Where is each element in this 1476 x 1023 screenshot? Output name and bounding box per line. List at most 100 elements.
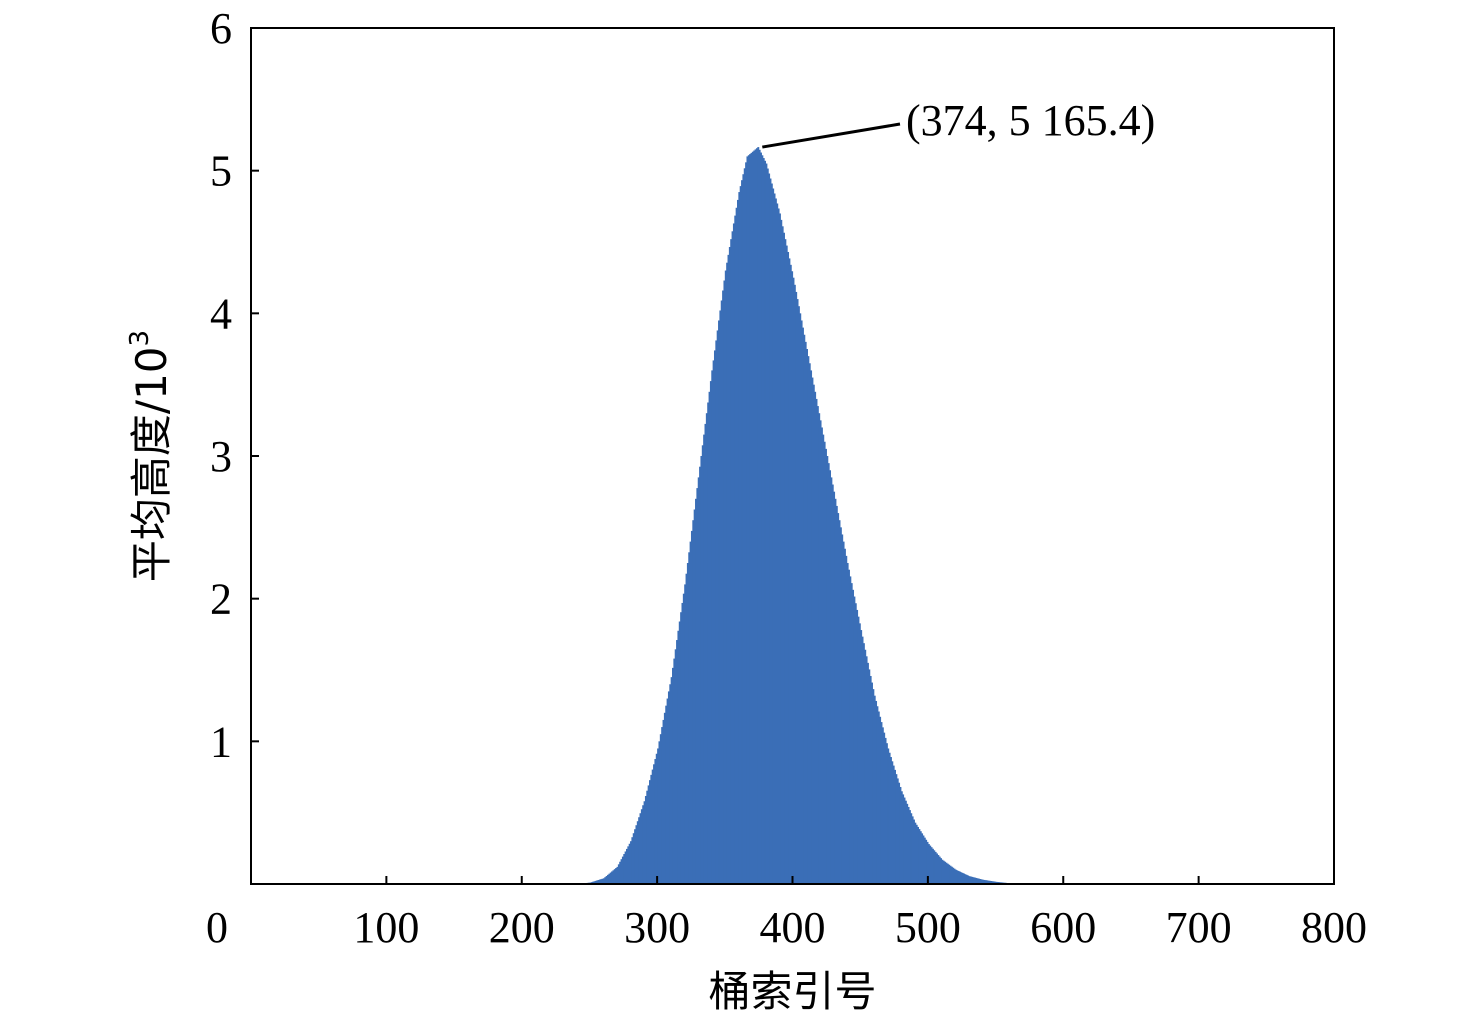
- bar: [976, 878, 979, 884]
- bar: [765, 163, 768, 885]
- bar: [792, 277, 795, 885]
- bar: [865, 656, 868, 884]
- bar: [751, 151, 754, 884]
- bar: [900, 791, 903, 884]
- bar: [991, 881, 994, 884]
- bar: [663, 712, 666, 884]
- bar: [682, 593, 685, 884]
- bar: [734, 215, 737, 884]
- bar: [726, 262, 729, 885]
- bar: [651, 769, 654, 884]
- bar: [700, 456, 703, 884]
- bar: [716, 330, 719, 884]
- bar: [617, 864, 620, 884]
- x-tick-label: 200: [489, 903, 555, 952]
- bar: [927, 844, 930, 884]
- bar: [845, 555, 848, 884]
- bar: [843, 548, 846, 884]
- bar: [634, 829, 637, 884]
- bar: [705, 413, 708, 884]
- x-tick-label: 300: [624, 903, 690, 952]
- bar: [762, 158, 765, 885]
- bar: [849, 576, 852, 884]
- bar: [973, 877, 976, 884]
- bar: [615, 868, 618, 884]
- bar: [888, 752, 891, 884]
- bar: [596, 880, 599, 884]
- bar: [608, 873, 611, 884]
- bar: [624, 851, 627, 884]
- bar: [623, 854, 626, 884]
- bar: [619, 861, 622, 884]
- bar: [789, 264, 792, 884]
- bar: [781, 226, 784, 885]
- bar: [799, 313, 802, 884]
- bar: [823, 441, 826, 884]
- bar: [960, 872, 963, 884]
- bar: [933, 850, 936, 884]
- bar: [650, 774, 653, 884]
- y-tick-label: 5: [210, 147, 232, 196]
- bar: [876, 706, 879, 884]
- bar: [854, 603, 857, 884]
- bar: [887, 748, 890, 884]
- bar: [780, 219, 783, 885]
- bar: [612, 870, 615, 884]
- bar: [835, 505, 838, 884]
- bar: [842, 541, 845, 884]
- bar: [907, 806, 910, 884]
- bar: [869, 675, 872, 884]
- bar: [685, 573, 688, 884]
- bar: [773, 193, 776, 884]
- bar: [972, 877, 975, 884]
- bar: [674, 649, 677, 884]
- bar: [711, 370, 714, 884]
- bar: [861, 636, 864, 884]
- bar: [708, 391, 711, 884]
- bar: [684, 584, 687, 884]
- bar: [601, 878, 604, 884]
- bar: [709, 381, 712, 884]
- bar: [646, 790, 649, 884]
- bar: [639, 813, 642, 884]
- bar: [732, 223, 735, 884]
- bar: [689, 541, 692, 884]
- bar: [963, 873, 966, 884]
- bar: [728, 246, 731, 884]
- bar: [881, 727, 884, 884]
- bar: [954, 869, 957, 884]
- bar: [833, 491, 836, 884]
- bar: [983, 879, 986, 884]
- peak-annotation-label: (374, 5 165.4): [906, 96, 1155, 145]
- bar: [898, 782, 901, 884]
- bar: [630, 841, 633, 884]
- bar: [594, 880, 597, 884]
- bar: [961, 872, 964, 884]
- y-axis-ticks: 1 2 3 4 5 6: [210, 4, 259, 766]
- bar: [592, 881, 595, 884]
- bar: [937, 855, 940, 884]
- bar: [877, 711, 880, 884]
- bar: [770, 183, 773, 885]
- bar: [673, 658, 676, 884]
- bar: [992, 881, 995, 884]
- y-axis-title: 平均高度/103: [125, 330, 176, 582]
- bar: [768, 173, 771, 884]
- bar: [967, 875, 970, 884]
- bar: [902, 794, 905, 884]
- bar: [662, 719, 665, 884]
- bar: [766, 168, 769, 884]
- bar: [862, 643, 865, 884]
- bar: [638, 817, 641, 884]
- bar: [824, 448, 827, 884]
- bar: [914, 822, 917, 884]
- bar: [941, 859, 944, 884]
- bar: [755, 148, 758, 884]
- bar: [812, 384, 815, 884]
- bar: [647, 785, 650, 884]
- bar: [949, 865, 952, 884]
- bar: [889, 757, 892, 884]
- bar: [917, 826, 919, 884]
- bar: [811, 377, 814, 884]
- bar: [613, 869, 616, 884]
